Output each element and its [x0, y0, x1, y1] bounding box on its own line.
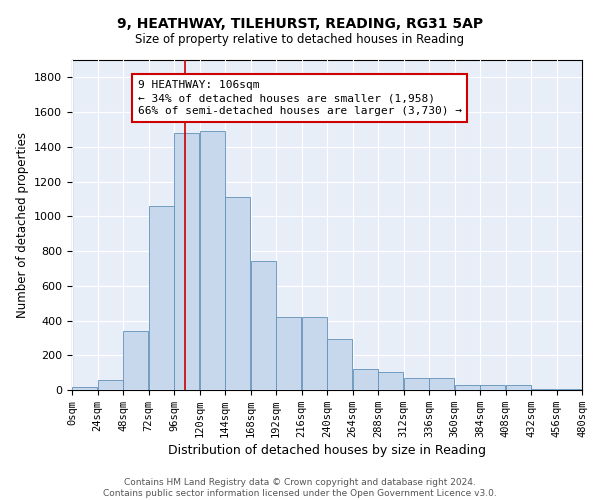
Bar	[200, 131, 224, 390]
Bar	[379, 372, 403, 390]
Bar	[124, 331, 148, 390]
Bar	[532, 389, 556, 390]
Text: 9 HEATHWAY: 106sqm
← 34% of detached houses are smaller (1,958)
66% of semi-deta: 9 HEATHWAY: 106sqm ← 34% of detached hou…	[138, 80, 462, 116]
Text: 9, HEATHWAY, TILEHURST, READING, RG31 5AP: 9, HEATHWAY, TILEHURST, READING, RG31 5A…	[117, 18, 483, 32]
Bar	[430, 378, 454, 390]
Bar	[353, 369, 377, 390]
Y-axis label: Number of detached properties: Number of detached properties	[16, 132, 29, 318]
Bar	[404, 378, 428, 390]
Bar	[557, 389, 581, 390]
Bar	[302, 317, 326, 390]
Bar	[455, 385, 479, 390]
X-axis label: Distribution of detached houses by size in Reading: Distribution of detached houses by size …	[168, 444, 486, 457]
Bar	[175, 133, 199, 390]
Bar	[328, 339, 352, 390]
Bar	[506, 385, 530, 390]
Bar	[481, 385, 505, 390]
Bar	[73, 386, 97, 390]
Text: Size of property relative to detached houses in Reading: Size of property relative to detached ho…	[136, 32, 464, 46]
Bar	[98, 380, 122, 390]
Bar	[251, 262, 275, 390]
Text: Contains HM Land Registry data © Crown copyright and database right 2024.
Contai: Contains HM Land Registry data © Crown c…	[103, 478, 497, 498]
Bar	[277, 317, 301, 390]
Bar	[149, 206, 173, 390]
Bar	[226, 197, 250, 390]
